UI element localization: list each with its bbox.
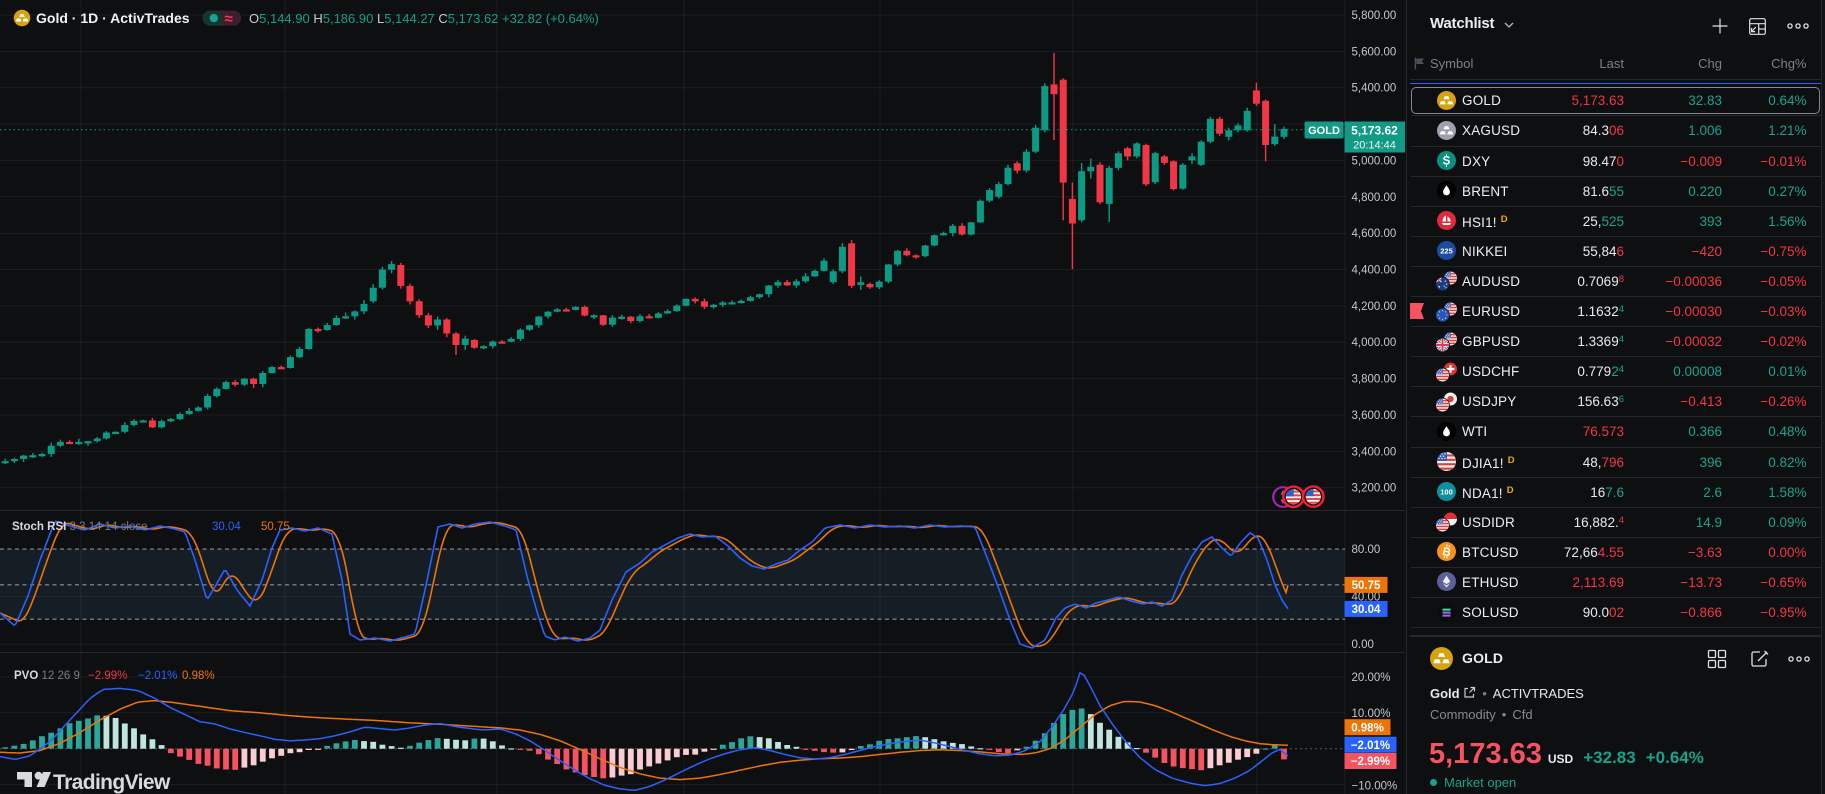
svg-text:20.00%: 20.00%	[1352, 672, 1391, 684]
svg-text:−2.01%: −2.01%	[1351, 740, 1390, 752]
svg-text:5,400.00: 5,400.00	[1352, 83, 1397, 95]
svg-text:3,200.00: 3,200.00	[1352, 483, 1397, 495]
svg-text:40.00: 40.00	[1352, 592, 1381, 604]
svg-text:GOLD: GOLD	[1308, 125, 1340, 137]
svg-text:5,000.00: 5,000.00	[1352, 155, 1397, 167]
svg-text:−2.99%: −2.99%	[88, 670, 127, 682]
svg-text:4,200.00: 4,200.00	[1352, 301, 1397, 313]
svg-text:3,400.00: 3,400.00	[1352, 446, 1397, 458]
svg-text:30.04: 30.04	[212, 521, 241, 533]
svg-text:B: B	[1441, 546, 1452, 559]
svg-text:30.04: 30.04	[1352, 604, 1381, 616]
svg-text:3,800.00: 3,800.00	[1352, 374, 1397, 386]
svg-text:0.00: 0.00	[1352, 639, 1374, 651]
svg-text:−2.99%: −2.99%	[1351, 756, 1390, 768]
svg-text:PVO 12 26 9: PVO 12 26 9	[14, 670, 80, 682]
svg-text:10.00%: 10.00%	[1352, 708, 1391, 720]
svg-text:225: 225	[1440, 247, 1453, 256]
svg-text:O5,144.90 H5,186.90 L5,144.27: O5,144.90 H5,186.90 L5,144.27 C5,173.62 …	[249, 11, 599, 26]
svg-text:5,173.62: 5,173.62	[1351, 124, 1398, 138]
svg-text:−10.00%: −10.00%	[1352, 781, 1398, 793]
svg-text:4,600.00: 4,600.00	[1352, 228, 1397, 240]
svg-text:Gold · 1D · ActivTrades: Gold · 1D · ActivTrades	[36, 10, 190, 26]
svg-text:S: S	[1443, 156, 1451, 168]
svg-text:20:14:44: 20:14:44	[1353, 140, 1396, 152]
svg-text:50.75: 50.75	[1352, 580, 1381, 592]
svg-text:4,400.00: 4,400.00	[1352, 265, 1397, 277]
svg-text:4,000.00: 4,000.00	[1352, 337, 1397, 349]
svg-text:TradingView: TradingView	[53, 771, 171, 794]
svg-text:5,600.00: 5,600.00	[1352, 46, 1397, 58]
svg-text:≈: ≈	[225, 11, 233, 28]
svg-text:50.75: 50.75	[261, 521, 290, 533]
svg-text:3,600.00: 3,600.00	[1352, 410, 1397, 422]
svg-text:4,800.00: 4,800.00	[1352, 192, 1397, 204]
svg-text:5,800.00: 5,800.00	[1352, 10, 1397, 22]
svg-text:0.98%: 0.98%	[1351, 722, 1384, 734]
svg-text:0.98%: 0.98%	[182, 670, 215, 682]
svg-text:−2.01%: −2.01%	[138, 670, 177, 682]
svg-text:100: 100	[1440, 488, 1453, 497]
svg-text:80.00: 80.00	[1352, 544, 1381, 556]
svg-text:Stoch RSI 3 3 14 14 close: Stoch RSI 3 3 14 14 close	[12, 521, 148, 533]
